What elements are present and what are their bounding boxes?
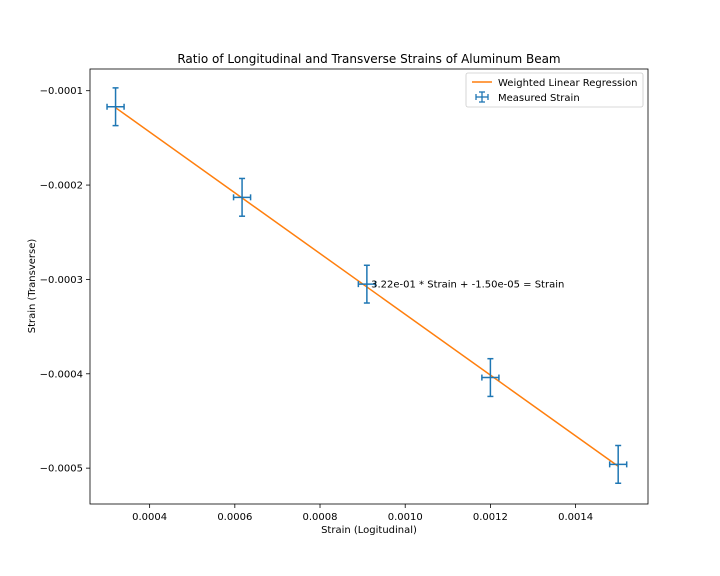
legend: Weighted Linear Regression Measured Stra… bbox=[465, 72, 644, 108]
x-axis-ticks: 0.0004 0.0006 0.0008 0.0010 0.0012 0.0014 bbox=[132, 504, 593, 523]
x-tick-label: 0.0014 bbox=[558, 512, 593, 523]
data-point-errorbar bbox=[106, 87, 125, 127]
regression-annotation: 3.22e-01 * Strain + -1.50e-05 = Strain bbox=[371, 280, 564, 291]
x-tick-label: 0.0004 bbox=[132, 512, 167, 523]
y-tick-label: −0.0001 bbox=[40, 86, 83, 97]
chart-title: Ratio of Longitudinal and Transverse Str… bbox=[177, 52, 560, 66]
data-point-errorbar bbox=[608, 444, 628, 484]
data-point-errorbar bbox=[357, 264, 377, 304]
x-tick-label: 0.0010 bbox=[388, 512, 423, 523]
y-axis-ticks: −0.0001 −0.0002 −0.0003 −0.0004 −0.0005 bbox=[40, 86, 90, 475]
legend-label-regression: Weighted Linear Regression bbox=[498, 78, 637, 89]
x-axis-label: Strain (Logitudinal) bbox=[321, 525, 417, 536]
data-point-errorbar bbox=[232, 177, 252, 217]
plot-area bbox=[90, 69, 648, 504]
data-point-errorbar bbox=[481, 357, 500, 398]
legend-box bbox=[465, 72, 644, 108]
plot-frame bbox=[89, 68, 649, 505]
x-tick-label: 0.0006 bbox=[217, 512, 252, 523]
y-tick-label: −0.0005 bbox=[40, 464, 83, 475]
y-axis-label: Strain (Transverse) bbox=[27, 239, 38, 334]
legend-label-measured: Measured Strain bbox=[498, 93, 580, 104]
legend-errorbar-marker bbox=[475, 91, 489, 103]
y-tick-label: −0.0004 bbox=[40, 369, 83, 380]
x-tick-label: 0.0008 bbox=[303, 512, 338, 523]
y-tick-label: −0.0002 bbox=[40, 181, 83, 192]
series-layer bbox=[106, 87, 628, 484]
x-tick-label: 0.0012 bbox=[473, 512, 508, 523]
y-tick-label: −0.0003 bbox=[40, 275, 83, 286]
